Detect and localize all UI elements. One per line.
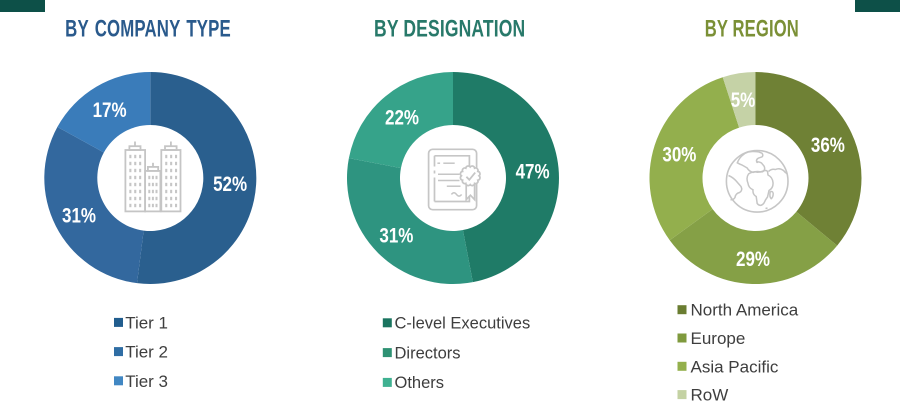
svg-text:52%: 52%	[213, 173, 247, 196]
svg-text:Europe: Europe	[691, 329, 746, 348]
svg-text:Others: Others	[395, 374, 445, 392]
svg-text:C-level Executives: C-level Executives	[395, 315, 531, 333]
svg-text:30%: 30%	[662, 144, 696, 167]
svg-text:RoW: RoW	[691, 386, 729, 405]
svg-text:Directors: Directors	[395, 344, 461, 362]
svg-text:47%: 47%	[516, 161, 550, 184]
svg-text:Tier 2: Tier 2	[125, 343, 168, 362]
svg-text:BY DESIGNATION: BY DESIGNATION	[374, 16, 525, 42]
svg-text:BY COMPANY TYPE: BY COMPANY TYPE	[65, 16, 231, 43]
svg-text:29%: 29%	[736, 248, 770, 271]
svg-text:31%: 31%	[62, 205, 96, 228]
svg-text:Tier 1: Tier 1	[125, 313, 168, 332]
svg-text:Asia Pacific: Asia Pacific	[691, 357, 779, 376]
svg-text:North America: North America	[691, 301, 799, 320]
svg-text:17%: 17%	[93, 100, 127, 123]
svg-text:22%: 22%	[385, 107, 419, 130]
svg-text:36%: 36%	[811, 134, 845, 157]
svg-text:BY REGION: BY REGION	[705, 16, 799, 43]
svg-text:Tier 3: Tier 3	[125, 372, 168, 391]
svg-text:5%: 5%	[731, 89, 756, 112]
svg-text:31%: 31%	[379, 225, 413, 248]
